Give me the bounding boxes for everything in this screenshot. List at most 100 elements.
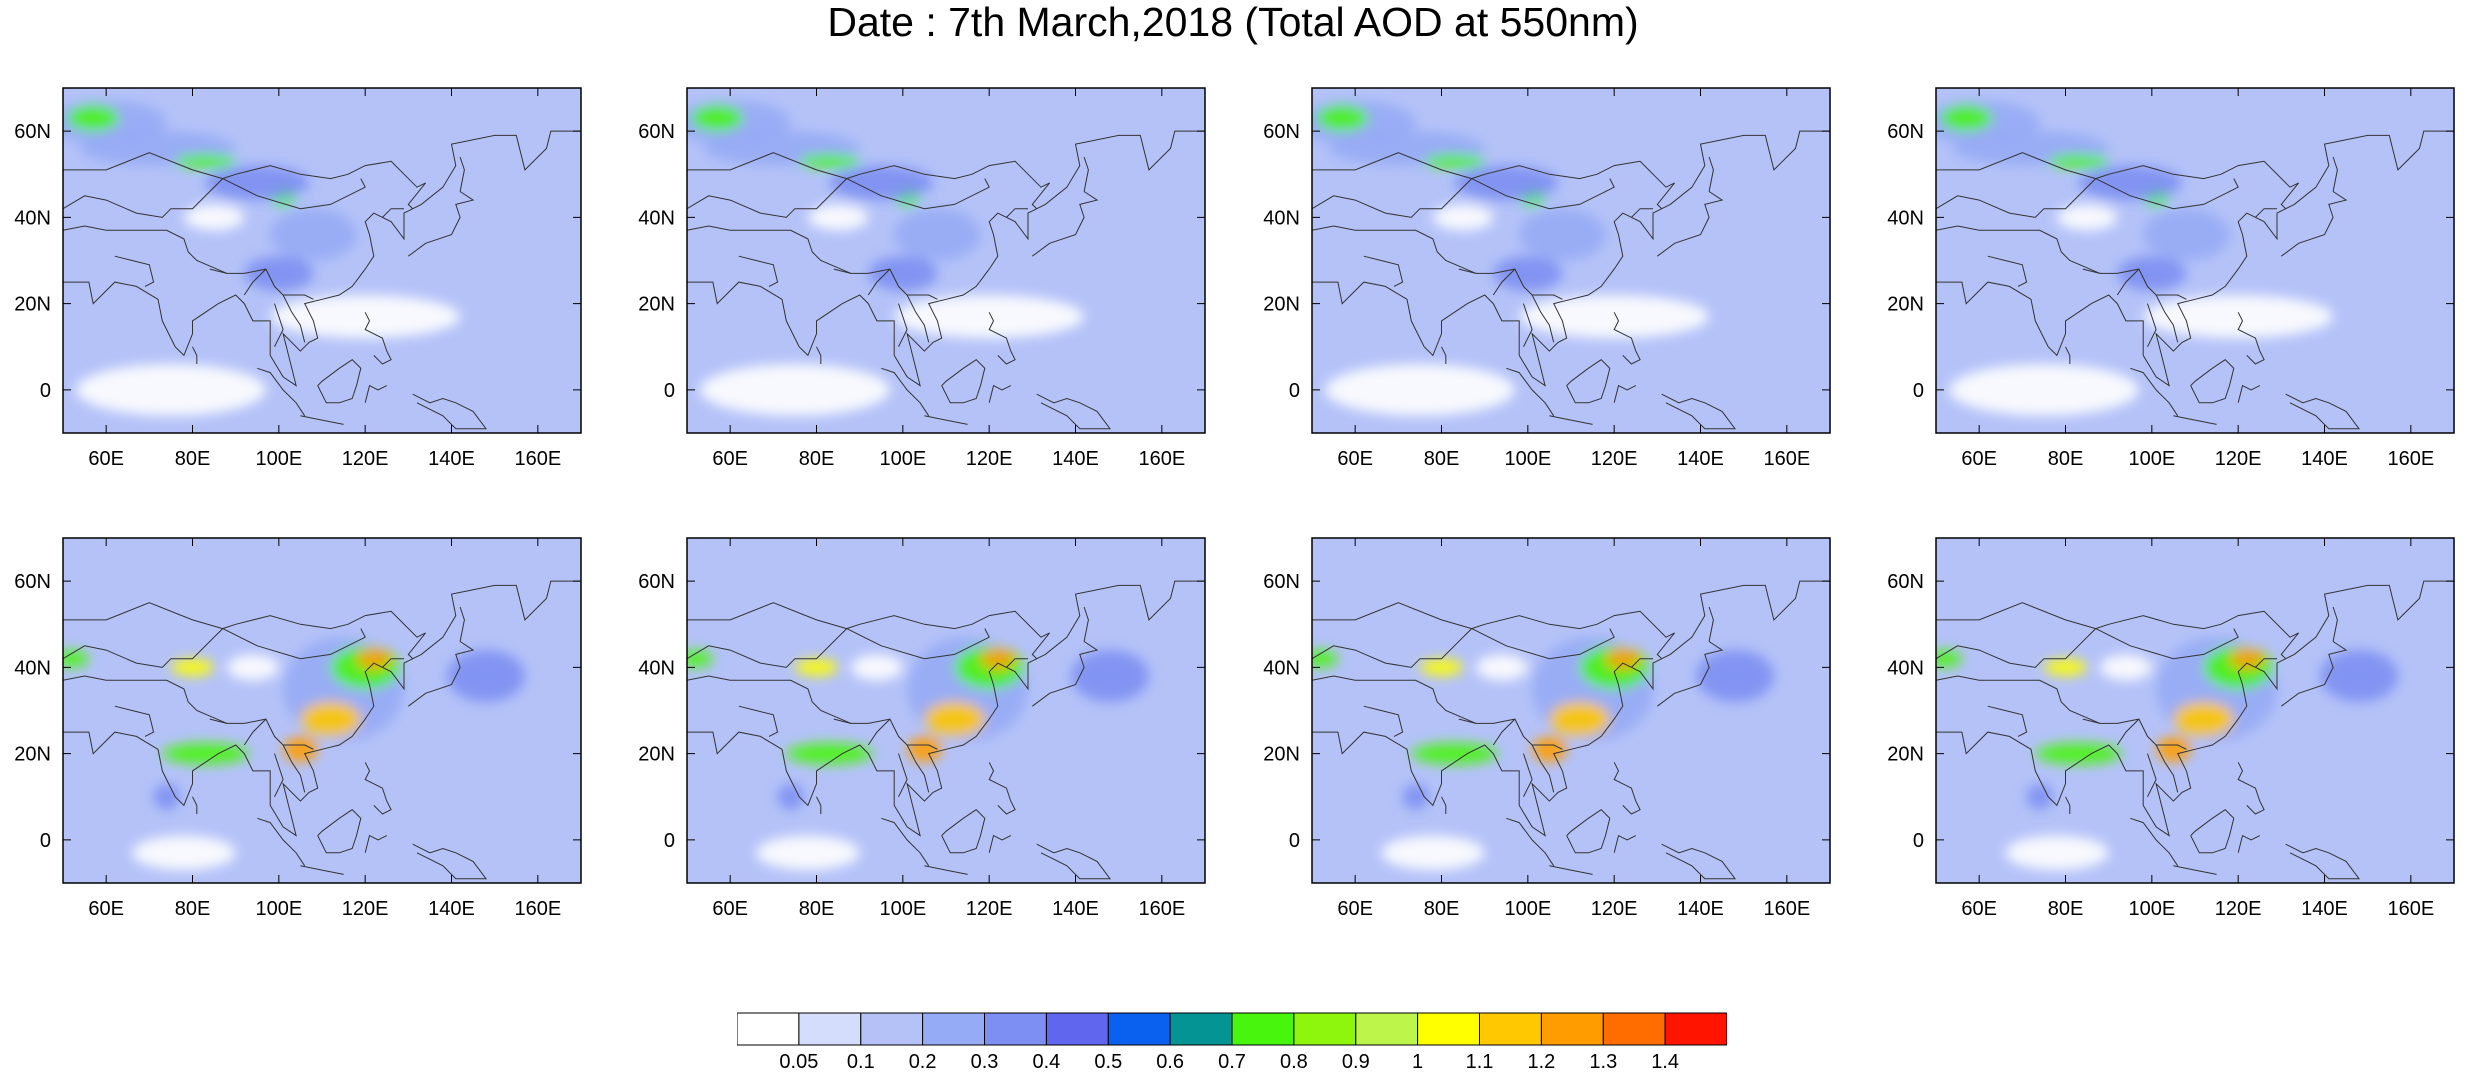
colorbar-swatch [1293, 1012, 1357, 1046]
colorbar-label: 1.2 [1527, 1051, 1555, 1072]
lon-tick-label: 60E [88, 898, 124, 920]
lon-tick-label: 60E [712, 448, 748, 470]
lon-tick-label: 120E [2215, 898, 2262, 920]
lon-tick-label: 120E [966, 898, 1013, 920]
lon-tick-label: 100E [1504, 898, 1551, 920]
lat-tick-label: 20N [1263, 744, 1300, 766]
colorbar-swatch [1664, 1012, 1727, 1046]
colorbar-swatch [1355, 1012, 1419, 1046]
colorbar-label: 0.8 [1280, 1051, 1308, 1072]
lat-tick-label: 20N [14, 744, 51, 766]
lat-tick-label: 0 [40, 830, 51, 852]
aod-field [1312, 88, 1830, 433]
colorbar-swatch [1479, 1012, 1542, 1046]
map-panel: ICAP-MME Total AOD : 06h60E80E100E120E14… [0, 537, 630, 998]
lat-tick-label: 20N [14, 294, 51, 316]
lon-tick-label: 160E [2387, 898, 2434, 920]
lat-tick-label: 0 [40, 380, 51, 402]
colorbar-label: 0.3 [971, 1051, 999, 1072]
lat-tick-label: 40N [1887, 657, 1924, 679]
colorbar-label: 0.7 [1218, 1051, 1246, 1072]
lat-tick-label: 20N [1887, 744, 1924, 766]
lon-tick-label: 160E [1138, 448, 1185, 470]
lon-tick-label: 80E [2048, 898, 2084, 920]
map-frame [686, 537, 1206, 884]
lon-tick-label: 80E [799, 898, 835, 920]
aod-colorbar: 0.05 0.1 0.2 0.3 0.4 0.5 0.6 0.7 0.8 0.9 1 1.1 1.2 1.… [737, 1012, 1727, 1072]
lon-tick-label: 60E [1337, 448, 1373, 470]
colorbar-label: 0.4 [1032, 1051, 1060, 1072]
lon-tick-label: 100E [2128, 898, 2175, 920]
aod-field [63, 538, 581, 883]
lat-tick-label: 0 [1289, 380, 1300, 402]
colorbar-label: 0.1 [847, 1051, 875, 1072]
colorbar-swatch [922, 1012, 986, 1046]
map-frame [1935, 537, 2455, 884]
lon-tick-label: 120E [1591, 898, 1638, 920]
colorbar-label: 1.1 [1466, 1051, 1494, 1072]
aod-map: 60E 80E 100E 120E 140E 160E 60N 40N 20N 0 [638, 87, 1206, 470]
figure-title: Date : 7th March,2018 (Total AOD at 550n… [827, 0, 1639, 45]
aod-map: 60E 80E 100E 120E 140E 160E 60N 40N 20N 0 [14, 537, 582, 920]
colorbar-label: 0.6 [1156, 1051, 1184, 1072]
lon-tick-label: 160E [2387, 448, 2434, 470]
lon-tick-label: 60E [1337, 898, 1373, 920]
lat-tick-label: 60N [14, 121, 51, 143]
lat-tick-label: 60N [1887, 121, 1924, 143]
aod-field [687, 88, 1205, 433]
colorbar-swatch [984, 1012, 1047, 1046]
lon-tick-label: 120E [342, 448, 389, 470]
map-panel: NGACv2 Total AOD : 18h60E80E100E120E140E… [1249, 87, 1879, 548]
lat-tick-label: 40N [1263, 657, 1300, 679]
colorbar-label: 0.05 [779, 1051, 818, 1072]
aod-map: 60E 80E 100E 120E 140E 160E 60N 40N 20N 0 [638, 537, 1206, 920]
lat-tick-label: 60N [1263, 121, 1300, 143]
lon-tick-label: 80E [175, 448, 211, 470]
aod-map: 60E 80E 100E 120E 140E 160E 60N 40N 20N 0 [1887, 87, 2455, 470]
colorbar-swatch [1540, 1012, 1604, 1046]
lon-tick-label: 80E [1424, 448, 1460, 470]
lat-tick-label: 20N [1887, 294, 1924, 316]
lon-tick-label: 100E [255, 898, 302, 920]
colorbar-swatch [1231, 1012, 1295, 1046]
map-panel: ICAP-MME Total AOD : 18h60E80E100E120E14… [1249, 537, 1879, 998]
lon-tick-label: 60E [712, 898, 748, 920]
lon-tick-label: 60E [88, 448, 124, 470]
colorbar-label: 0.5 [1094, 1051, 1122, 1072]
lat-tick-label: 40N [638, 657, 675, 679]
lon-tick-label: 80E [1424, 898, 1460, 920]
colorbar-swatch [1169, 1012, 1233, 1046]
lon-tick-label: 160E [1138, 898, 1185, 920]
colorbar-label: 1.4 [1651, 1051, 1679, 1072]
lon-tick-label: 60E [1961, 448, 1997, 470]
map-panel: ICAP-MME Total AOD : 12h60E80E100E120E14… [624, 537, 1254, 998]
lon-tick-label: 80E [175, 898, 211, 920]
colorbar-swatch [1107, 1012, 1171, 1046]
lat-tick-label: 60N [14, 571, 51, 593]
map-frame [1311, 537, 1831, 884]
lon-tick-label: 120E [966, 448, 1013, 470]
lon-tick-label: 120E [2215, 448, 2262, 470]
lon-tick-label: 160E [514, 898, 561, 920]
lat-tick-label: 40N [638, 207, 675, 229]
lat-tick-label: 60N [638, 571, 675, 593]
aod-map: 60E 80E 100E 120E 140E 160E 60N 40N 20N 0 [1263, 537, 1831, 920]
lat-tick-label: 20N [638, 744, 675, 766]
lat-tick-label: 60N [638, 121, 675, 143]
lon-tick-label: 60E [1961, 898, 1997, 920]
lat-tick-label: 0 [1289, 830, 1300, 852]
lon-tick-label: 160E [514, 448, 561, 470]
lon-tick-label: 140E [2301, 448, 2348, 470]
map-frame [1311, 87, 1831, 434]
aod-field [1936, 538, 2454, 883]
colorbar-swatch [860, 1012, 924, 1046]
aod-map: 60E 80E 100E 120E 140E 160E 60N 40N 20N 0 [14, 87, 582, 470]
map-frame [686, 87, 1206, 434]
lat-tick-label: 40N [1887, 207, 1924, 229]
lat-tick-label: 60N [1263, 571, 1300, 593]
lat-tick-label: 0 [1913, 830, 1924, 852]
lon-tick-label: 160E [1763, 448, 1810, 470]
lat-tick-label: 0 [664, 380, 675, 402]
lon-tick-label: 80E [799, 448, 835, 470]
lon-tick-label: 120E [1591, 448, 1638, 470]
